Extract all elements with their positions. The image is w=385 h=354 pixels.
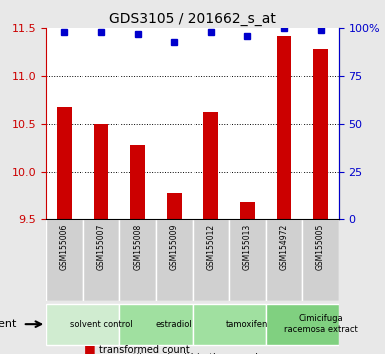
- FancyBboxPatch shape: [192, 219, 229, 301]
- Bar: [204, 113, 218, 219]
- Text: GSM155008: GSM155008: [133, 224, 142, 270]
- Bar: [94, 124, 109, 219]
- Text: GSM155005: GSM155005: [316, 224, 325, 270]
- FancyBboxPatch shape: [302, 219, 339, 301]
- Bar: [130, 145, 145, 219]
- FancyBboxPatch shape: [229, 219, 266, 301]
- Bar: [240, 202, 255, 219]
- Bar: [276, 36, 291, 219]
- FancyBboxPatch shape: [119, 219, 156, 301]
- Text: GSM155012: GSM155012: [206, 224, 215, 270]
- Text: GSM155006: GSM155006: [60, 224, 69, 270]
- Text: percentile rank within the sample: percentile rank within the sample: [99, 353, 264, 354]
- FancyBboxPatch shape: [266, 304, 339, 345]
- Text: ■: ■: [84, 343, 96, 354]
- FancyBboxPatch shape: [192, 304, 266, 345]
- Text: GSM155013: GSM155013: [243, 224, 252, 270]
- Text: Cimicifuga
racemosa extract: Cimicifuga racemosa extract: [284, 314, 357, 334]
- FancyBboxPatch shape: [266, 219, 302, 301]
- Text: solvent control: solvent control: [70, 320, 132, 329]
- Text: transformed count: transformed count: [99, 345, 190, 354]
- FancyBboxPatch shape: [83, 219, 119, 301]
- Text: tamoxifen: tamoxifen: [226, 320, 269, 329]
- FancyBboxPatch shape: [119, 304, 192, 345]
- FancyBboxPatch shape: [46, 304, 119, 345]
- FancyBboxPatch shape: [156, 219, 192, 301]
- Bar: [313, 49, 328, 219]
- Text: agent: agent: [0, 319, 17, 329]
- Text: GSM155007: GSM155007: [97, 224, 105, 270]
- Bar: [167, 193, 181, 219]
- Text: estradiol: estradiol: [156, 320, 192, 329]
- FancyBboxPatch shape: [46, 219, 83, 301]
- Text: GSM154972: GSM154972: [280, 224, 288, 270]
- Text: GSM155009: GSM155009: [170, 224, 179, 270]
- Text: ■: ■: [84, 350, 96, 354]
- Title: GDS3105 / 201662_s_at: GDS3105 / 201662_s_at: [109, 12, 276, 26]
- Bar: [57, 107, 72, 219]
